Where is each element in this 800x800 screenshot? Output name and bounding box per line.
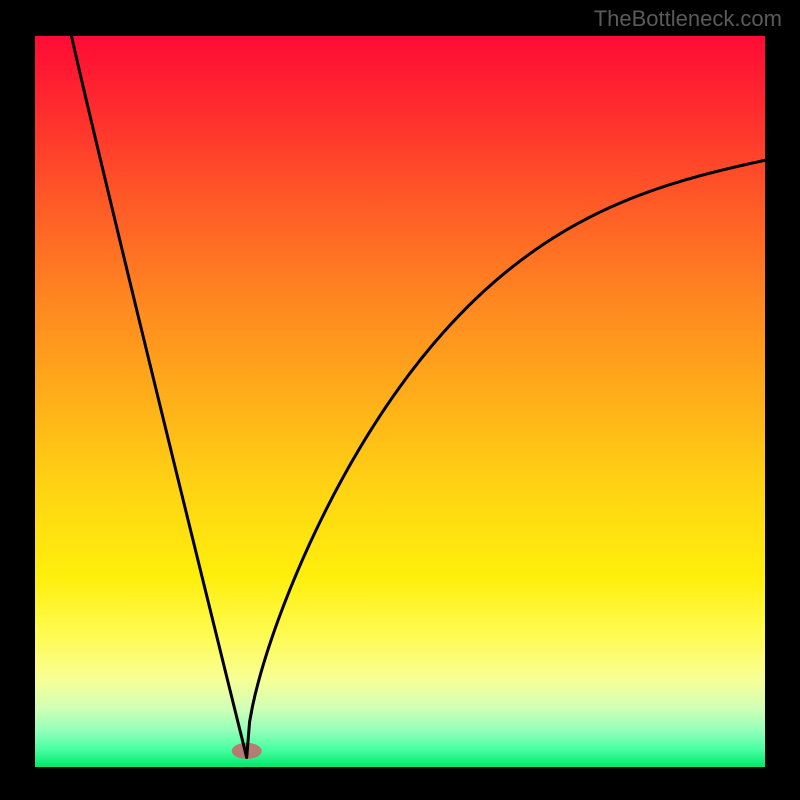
bottleneck-curve: [72, 36, 766, 758]
watermark-text: TheBottleneck.com: [594, 6, 782, 32]
chart-container: TheBottleneck.com: [0, 0, 800, 800]
plot-area: [35, 36, 765, 767]
curve-layer: [35, 36, 765, 767]
